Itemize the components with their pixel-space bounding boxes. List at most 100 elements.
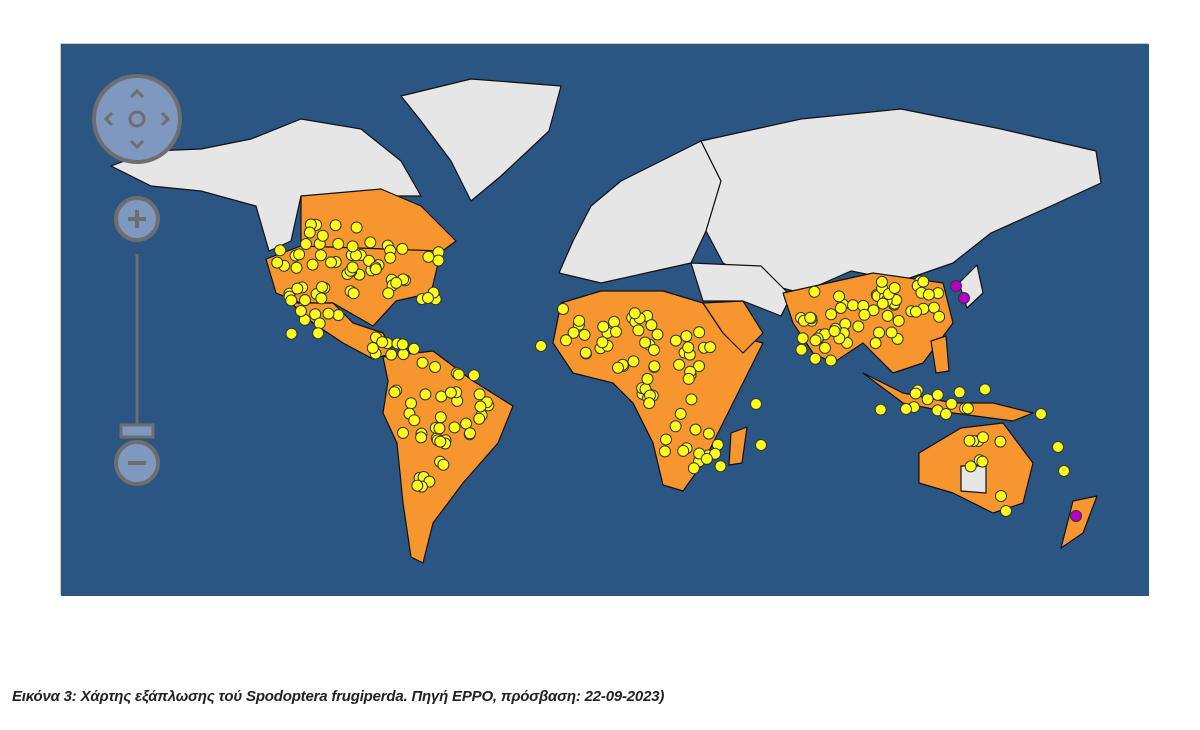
presence-marker[interactable] — [874, 403, 887, 416]
presence-marker[interactable] — [689, 423, 702, 436]
presence-marker[interactable] — [294, 305, 307, 317]
presence-marker[interactable] — [612, 361, 624, 374]
presence-marker[interactable] — [1000, 505, 1012, 517]
presence-marker[interactable] — [474, 400, 487, 413]
presence-marker[interactable] — [608, 315, 621, 328]
presence-marker[interactable] — [557, 303, 569, 315]
presence-marker[interactable] — [917, 275, 930, 288]
presence-marker[interactable] — [408, 342, 420, 355]
presence-marker[interactable] — [648, 360, 661, 373]
presence-marker[interactable] — [881, 309, 894, 322]
presence-marker[interactable] — [332, 309, 345, 322]
presence-marker[interactable] — [397, 426, 409, 439]
country-region-greenland[interactable] — [400, 78, 562, 202]
presence-marker[interactable] — [627, 355, 640, 368]
presence-marker[interactable] — [473, 388, 486, 401]
presence-marker[interactable] — [682, 341, 695, 354]
presence-marker[interactable] — [755, 439, 767, 451]
presence-marker[interactable] — [700, 452, 713, 465]
presence-marker[interactable] — [314, 249, 327, 262]
presence-marker[interactable] — [632, 324, 645, 337]
presence-marker[interactable] — [834, 302, 847, 314]
presence-marker[interactable] — [704, 341, 717, 354]
presence-marker[interactable] — [405, 397, 417, 410]
presence-marker[interactable] — [396, 338, 409, 351]
presence-marker[interactable] — [824, 354, 837, 367]
pan-down-icon[interactable] — [129, 139, 145, 150]
pan-right-icon[interactable] — [160, 111, 171, 127]
presence-marker[interactable] — [419, 388, 432, 401]
presence-marker[interactable] — [685, 393, 698, 406]
presence-marker[interactable] — [750, 398, 762, 410]
presence-marker[interactable] — [347, 287, 360, 300]
presence-marker[interactable] — [271, 256, 284, 269]
presence-marker[interactable] — [325, 256, 337, 269]
presence-marker[interactable] — [1052, 441, 1064, 453]
presence-marker[interactable] — [819, 341, 831, 354]
presence-marker[interactable] — [329, 219, 342, 232]
presence-marker[interactable] — [416, 356, 429, 369]
presence-marker[interactable] — [573, 314, 586, 327]
pan-left-icon[interactable] — [103, 111, 114, 127]
zoom-out-button[interactable] — [114, 440, 160, 486]
presence-marker[interactable] — [385, 348, 398, 361]
presence-marker[interactable] — [384, 251, 397, 264]
presence-marker[interactable] — [809, 352, 822, 365]
presence-marker[interactable] — [411, 479, 424, 492]
country-region-new-zealand[interactable] — [1060, 495, 1098, 549]
presence-marker[interactable] — [422, 292, 434, 304]
presence-marker[interactable] — [1035, 408, 1047, 420]
presence-marker[interactable] — [648, 344, 660, 356]
presence-marker[interactable] — [660, 433, 672, 446]
presence-marker[interactable] — [892, 314, 905, 327]
presence-marker[interactable] — [953, 386, 966, 399]
presence-marker[interactable] — [869, 337, 882, 350]
presence-marker[interactable] — [290, 261, 303, 274]
presence-marker[interactable] — [795, 343, 808, 356]
presence-marker[interactable] — [976, 455, 989, 468]
presence-marker[interactable] — [928, 301, 940, 314]
presence-marker[interactable] — [376, 336, 389, 349]
presence-marker[interactable] — [610, 325, 622, 338]
presence-marker[interactable] — [921, 393, 934, 406]
distribution-map[interactable] — [60, 43, 1149, 596]
presence-marker[interactable] — [300, 238, 312, 250]
presence-marker[interactable] — [437, 458, 450, 471]
presence-marker[interactable] — [852, 320, 865, 333]
presence-marker[interactable] — [464, 427, 476, 440]
country-region-russia-asia[interactable] — [700, 108, 1102, 294]
presence-marker[interactable] — [804, 311, 817, 324]
presence-marker[interactable] — [641, 372, 654, 385]
presence-marker[interactable] — [961, 402, 974, 415]
presence-marker[interactable] — [702, 427, 715, 440]
presence-marker[interactable] — [669, 420, 682, 433]
country-region-canada-alaska[interactable] — [110, 118, 422, 252]
presence-marker[interactable] — [639, 336, 652, 349]
presence-marker[interactable] — [900, 403, 912, 415]
presence-marker[interactable] — [888, 282, 901, 294]
presence-marker[interactable] — [995, 490, 1007, 502]
presence-marker[interactable] — [809, 334, 822, 347]
presence-marker[interactable] — [687, 462, 700, 475]
country-region-middle-east[interactable] — [690, 262, 792, 317]
presence-marker[interactable] — [303, 226, 316, 239]
presence-marker[interactable] — [346, 240, 359, 253]
presence-marker[interactable] — [910, 305, 922, 318]
presence-marker[interactable] — [434, 411, 447, 424]
presence-marker[interactable] — [316, 281, 328, 293]
presence-marker[interactable] — [306, 258, 319, 271]
country-region-australia-south[interactable] — [960, 465, 987, 494]
presence-marker[interactable] — [677, 444, 690, 457]
presence-marker[interactable] — [473, 412, 486, 425]
presence-marker[interactable] — [313, 317, 326, 330]
presence-marker[interactable] — [346, 261, 359, 274]
presence-marker[interactable] — [847, 299, 859, 312]
presence-marker[interactable] — [434, 435, 447, 448]
presence-marker[interactable] — [382, 287, 395, 300]
country-region-philippines[interactable] — [930, 335, 950, 374]
presence-marker[interactable] — [979, 383, 991, 396]
presence-marker[interactable] — [1058, 465, 1070, 477]
presence-marker[interactable] — [682, 372, 695, 385]
presence-marker[interactable] — [643, 397, 656, 410]
presence-marker[interactable] — [567, 326, 580, 339]
